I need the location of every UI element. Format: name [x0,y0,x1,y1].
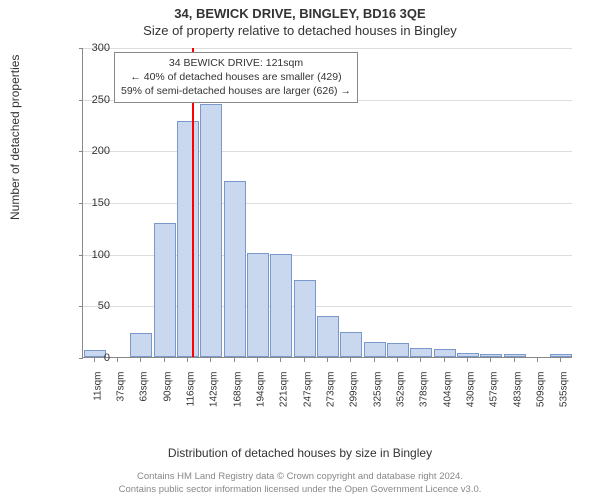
xtick-mark [350,358,351,362]
histogram-bar [434,349,456,357]
xtick-mark [164,358,165,362]
xtick-mark [397,358,398,362]
xtick-label: 325sqm [372,372,383,422]
xtick-label: 142sqm [209,372,220,422]
xtick-label: 299sqm [349,372,360,422]
histogram-bar [247,253,269,357]
footer-line2: Contains public sector information licen… [0,484,600,496]
page-title: 34, BEWICK DRIVE, BINGLEY, BD16 3QE [0,0,600,21]
histogram-bar [294,280,316,358]
xtick-label: 168sqm [232,372,243,422]
histogram-bar [130,333,152,357]
xtick-mark [537,358,538,362]
chart-container: 050100150200250300 11sqm37sqm63sqm90sqm1… [52,48,572,398]
ytick-label: 150 [80,197,110,209]
xtick-label: 509sqm [536,372,547,422]
xtick-label: 116sqm [186,372,197,422]
histogram-bar [550,354,572,357]
x-axis-label: Distribution of detached houses by size … [0,446,600,460]
gridline [83,203,572,204]
page-subtitle: Size of property relative to detached ho… [0,21,600,38]
xtick-label: 221sqm [279,372,290,422]
xtick-label: 194sqm [256,372,267,422]
xtick-label: 404sqm [442,372,453,422]
histogram-bar [387,343,409,357]
xtick-label: 430sqm [466,372,477,422]
ytick-label: 200 [80,145,110,157]
histogram-bar [317,316,339,357]
xtick-mark [257,358,258,362]
footer-line1: Contains HM Land Registry data © Crown c… [0,471,600,483]
histogram-bar [457,353,479,357]
xtick-mark [140,358,141,362]
xtick-label: 352sqm [396,372,407,422]
xtick-label: 90sqm [162,372,173,422]
xtick-mark [374,358,375,362]
histogram-bar [504,354,526,357]
xtick-mark [117,358,118,362]
xtick-mark [420,358,421,362]
xtick-mark [444,358,445,362]
histogram-bar [200,104,222,357]
ytick-label: 100 [80,249,110,261]
annotation-line2: ← 40% of detached houses are smaller (42… [121,70,351,84]
xtick-mark [304,358,305,362]
ytick-label: 0 [80,352,110,364]
annotation-line3: 59% of semi-detached houses are larger (… [121,84,351,98]
xtick-mark [94,358,95,362]
xtick-mark [560,358,561,362]
histogram-bar [410,348,432,357]
xtick-label: 483sqm [512,372,523,422]
xtick-label: 247sqm [302,372,313,422]
annotation-line1: 34 BEWICK DRIVE: 121sqm [121,56,351,70]
footer: Contains HM Land Registry data © Crown c… [0,471,600,496]
histogram-bar [177,121,199,357]
xtick-label: 63sqm [139,372,150,422]
xtick-mark [514,358,515,362]
xtick-mark [234,358,235,362]
histogram-bar [154,223,176,357]
xtick-mark [280,358,281,362]
histogram-bar [340,332,362,357]
xtick-label: 535sqm [559,372,570,422]
xtick-label: 378sqm [419,372,430,422]
xtick-mark [467,358,468,362]
xtick-label: 457sqm [489,372,500,422]
xtick-label: 273sqm [326,372,337,422]
histogram-bar [480,354,502,357]
histogram-bar [224,181,246,357]
gridline [83,151,572,152]
gridline [83,48,572,49]
xtick-label: 37sqm [116,372,127,422]
ytick-label: 300 [80,42,110,54]
histogram-bar [364,342,386,358]
xtick-mark [210,358,211,362]
xtick-mark [187,358,188,362]
xtick-label: 11sqm [92,372,103,422]
ytick-label: 250 [80,94,110,106]
histogram-bar [270,254,292,357]
annotation-box: 34 BEWICK DRIVE: 121sqm ← 40% of detache… [114,52,358,103]
xtick-mark [490,358,491,362]
ytick-label: 50 [80,300,110,312]
xtick-mark [327,358,328,362]
y-axis-label: Number of detached properties [8,55,22,220]
